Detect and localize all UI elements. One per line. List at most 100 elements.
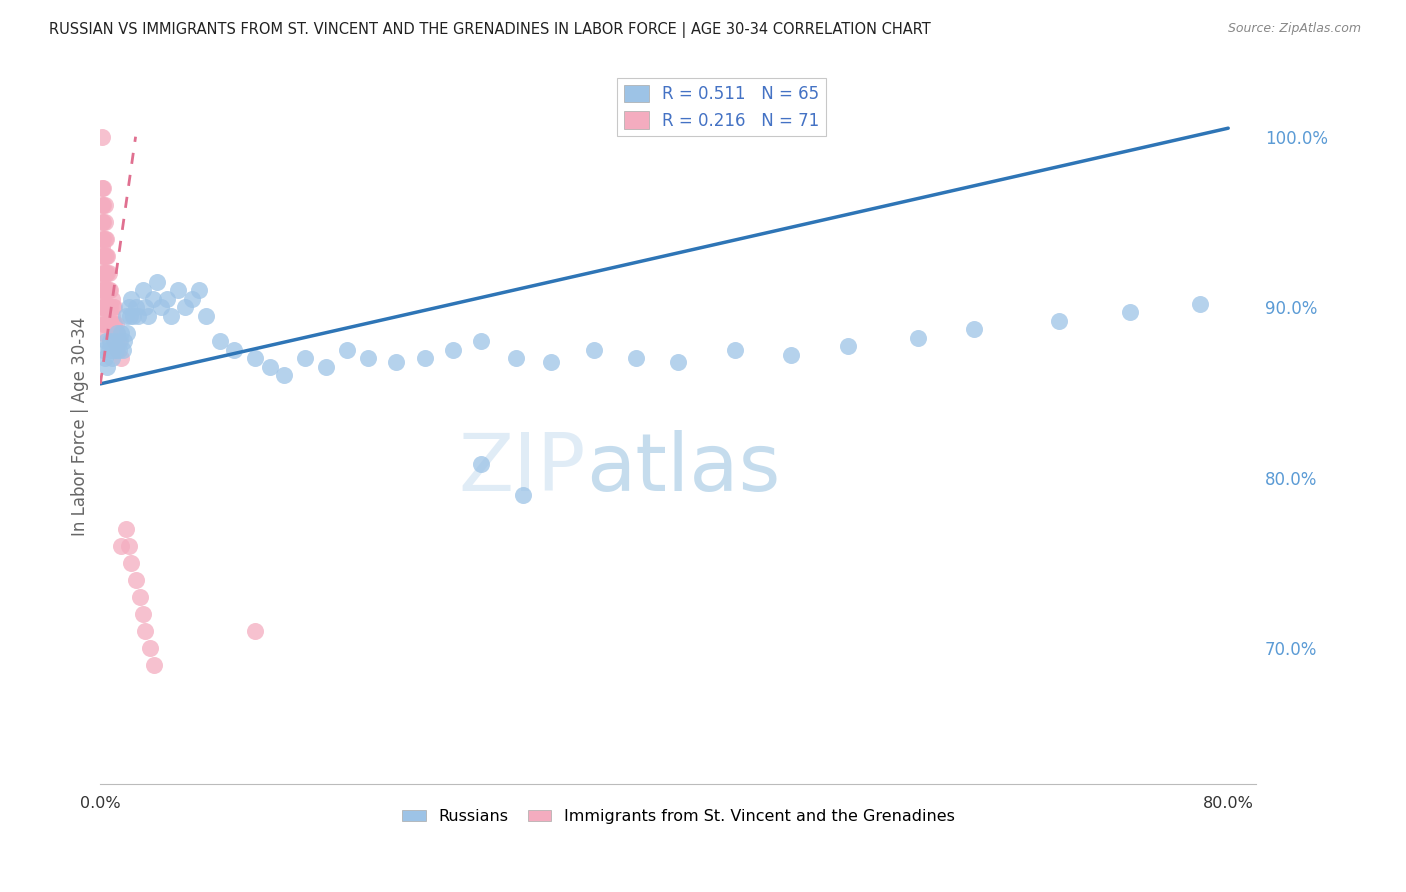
Point — [96, 249, 118, 263]
Point — [315, 359, 337, 374]
Point — [105, 326, 128, 340]
Point — [336, 343, 359, 357]
Point — [93, 198, 115, 212]
Point — [1118, 305, 1140, 319]
Point — [1188, 297, 1211, 311]
Point — [114, 309, 136, 323]
Point — [145, 275, 167, 289]
Point — [104, 317, 127, 331]
Point — [93, 317, 115, 331]
Point — [124, 300, 146, 314]
Point — [134, 300, 156, 314]
Point — [188, 283, 211, 297]
Point — [94, 300, 117, 314]
Point — [107, 334, 129, 349]
Point — [90, 240, 112, 254]
Point — [98, 317, 121, 331]
Point — [245, 351, 267, 366]
Point — [441, 343, 464, 357]
Text: ZIP: ZIP — [458, 431, 586, 508]
Point — [128, 590, 150, 604]
Point — [127, 309, 149, 323]
Point — [94, 283, 117, 297]
Point — [120, 556, 142, 570]
Point — [91, 249, 114, 263]
Point — [149, 300, 172, 314]
Point — [94, 266, 117, 280]
Point — [385, 354, 408, 368]
Point — [141, 292, 163, 306]
Point — [93, 351, 115, 366]
Point — [96, 300, 118, 314]
Point — [131, 283, 153, 297]
Point — [90, 232, 112, 246]
Point — [93, 300, 115, 314]
Point — [91, 181, 114, 195]
Point — [110, 539, 132, 553]
Point — [90, 198, 112, 212]
Point — [138, 641, 160, 656]
Point — [837, 339, 859, 353]
Point — [470, 457, 492, 471]
Point — [100, 309, 122, 323]
Point — [131, 607, 153, 621]
Text: Source: ZipAtlas.com: Source: ZipAtlas.com — [1227, 22, 1361, 36]
Point — [90, 300, 112, 314]
Text: RUSSIAN VS IMMIGRANTS FROM ST. VINCENT AND THE GRENADINES IN LABOR FORCE | AGE 3: RUSSIAN VS IMMIGRANTS FROM ST. VINCENT A… — [49, 22, 931, 38]
Point — [259, 359, 281, 374]
Point — [98, 300, 121, 314]
Point — [90, 129, 112, 144]
Point — [107, 343, 129, 357]
Point — [101, 343, 124, 357]
Point — [90, 266, 112, 280]
Point — [104, 343, 127, 357]
Point — [97, 283, 120, 297]
Point — [505, 351, 527, 366]
Point — [103, 317, 125, 331]
Point — [724, 343, 747, 357]
Point — [93, 249, 115, 263]
Point — [120, 292, 142, 306]
Point — [1047, 314, 1070, 328]
Point — [245, 624, 267, 638]
Point — [470, 334, 492, 349]
Point — [780, 348, 803, 362]
Point — [108, 334, 131, 349]
Point — [103, 334, 125, 349]
Point — [357, 351, 380, 366]
Point — [90, 292, 112, 306]
Point — [624, 351, 647, 366]
Point — [94, 334, 117, 349]
Point — [174, 300, 197, 314]
Point — [582, 343, 605, 357]
Point — [105, 343, 128, 357]
Point — [540, 354, 562, 368]
Point — [167, 283, 190, 297]
Point — [96, 283, 118, 297]
Point — [294, 351, 316, 366]
Point — [91, 198, 114, 212]
Point — [101, 300, 124, 314]
Point — [112, 334, 135, 349]
Point — [195, 309, 218, 323]
Point — [91, 215, 114, 229]
Point — [121, 309, 143, 323]
Point — [91, 300, 114, 314]
Point — [110, 326, 132, 340]
Point — [90, 275, 112, 289]
Point — [91, 232, 114, 246]
Point — [91, 326, 114, 340]
Point — [160, 309, 183, 323]
Point — [114, 522, 136, 536]
Point — [91, 343, 114, 357]
Point — [963, 322, 986, 336]
Point — [117, 300, 139, 314]
Point — [413, 351, 436, 366]
Point — [273, 368, 295, 383]
Point — [94, 232, 117, 246]
Point — [93, 266, 115, 280]
Point — [94, 249, 117, 263]
Point — [124, 573, 146, 587]
Point — [142, 658, 165, 673]
Point — [96, 359, 118, 374]
